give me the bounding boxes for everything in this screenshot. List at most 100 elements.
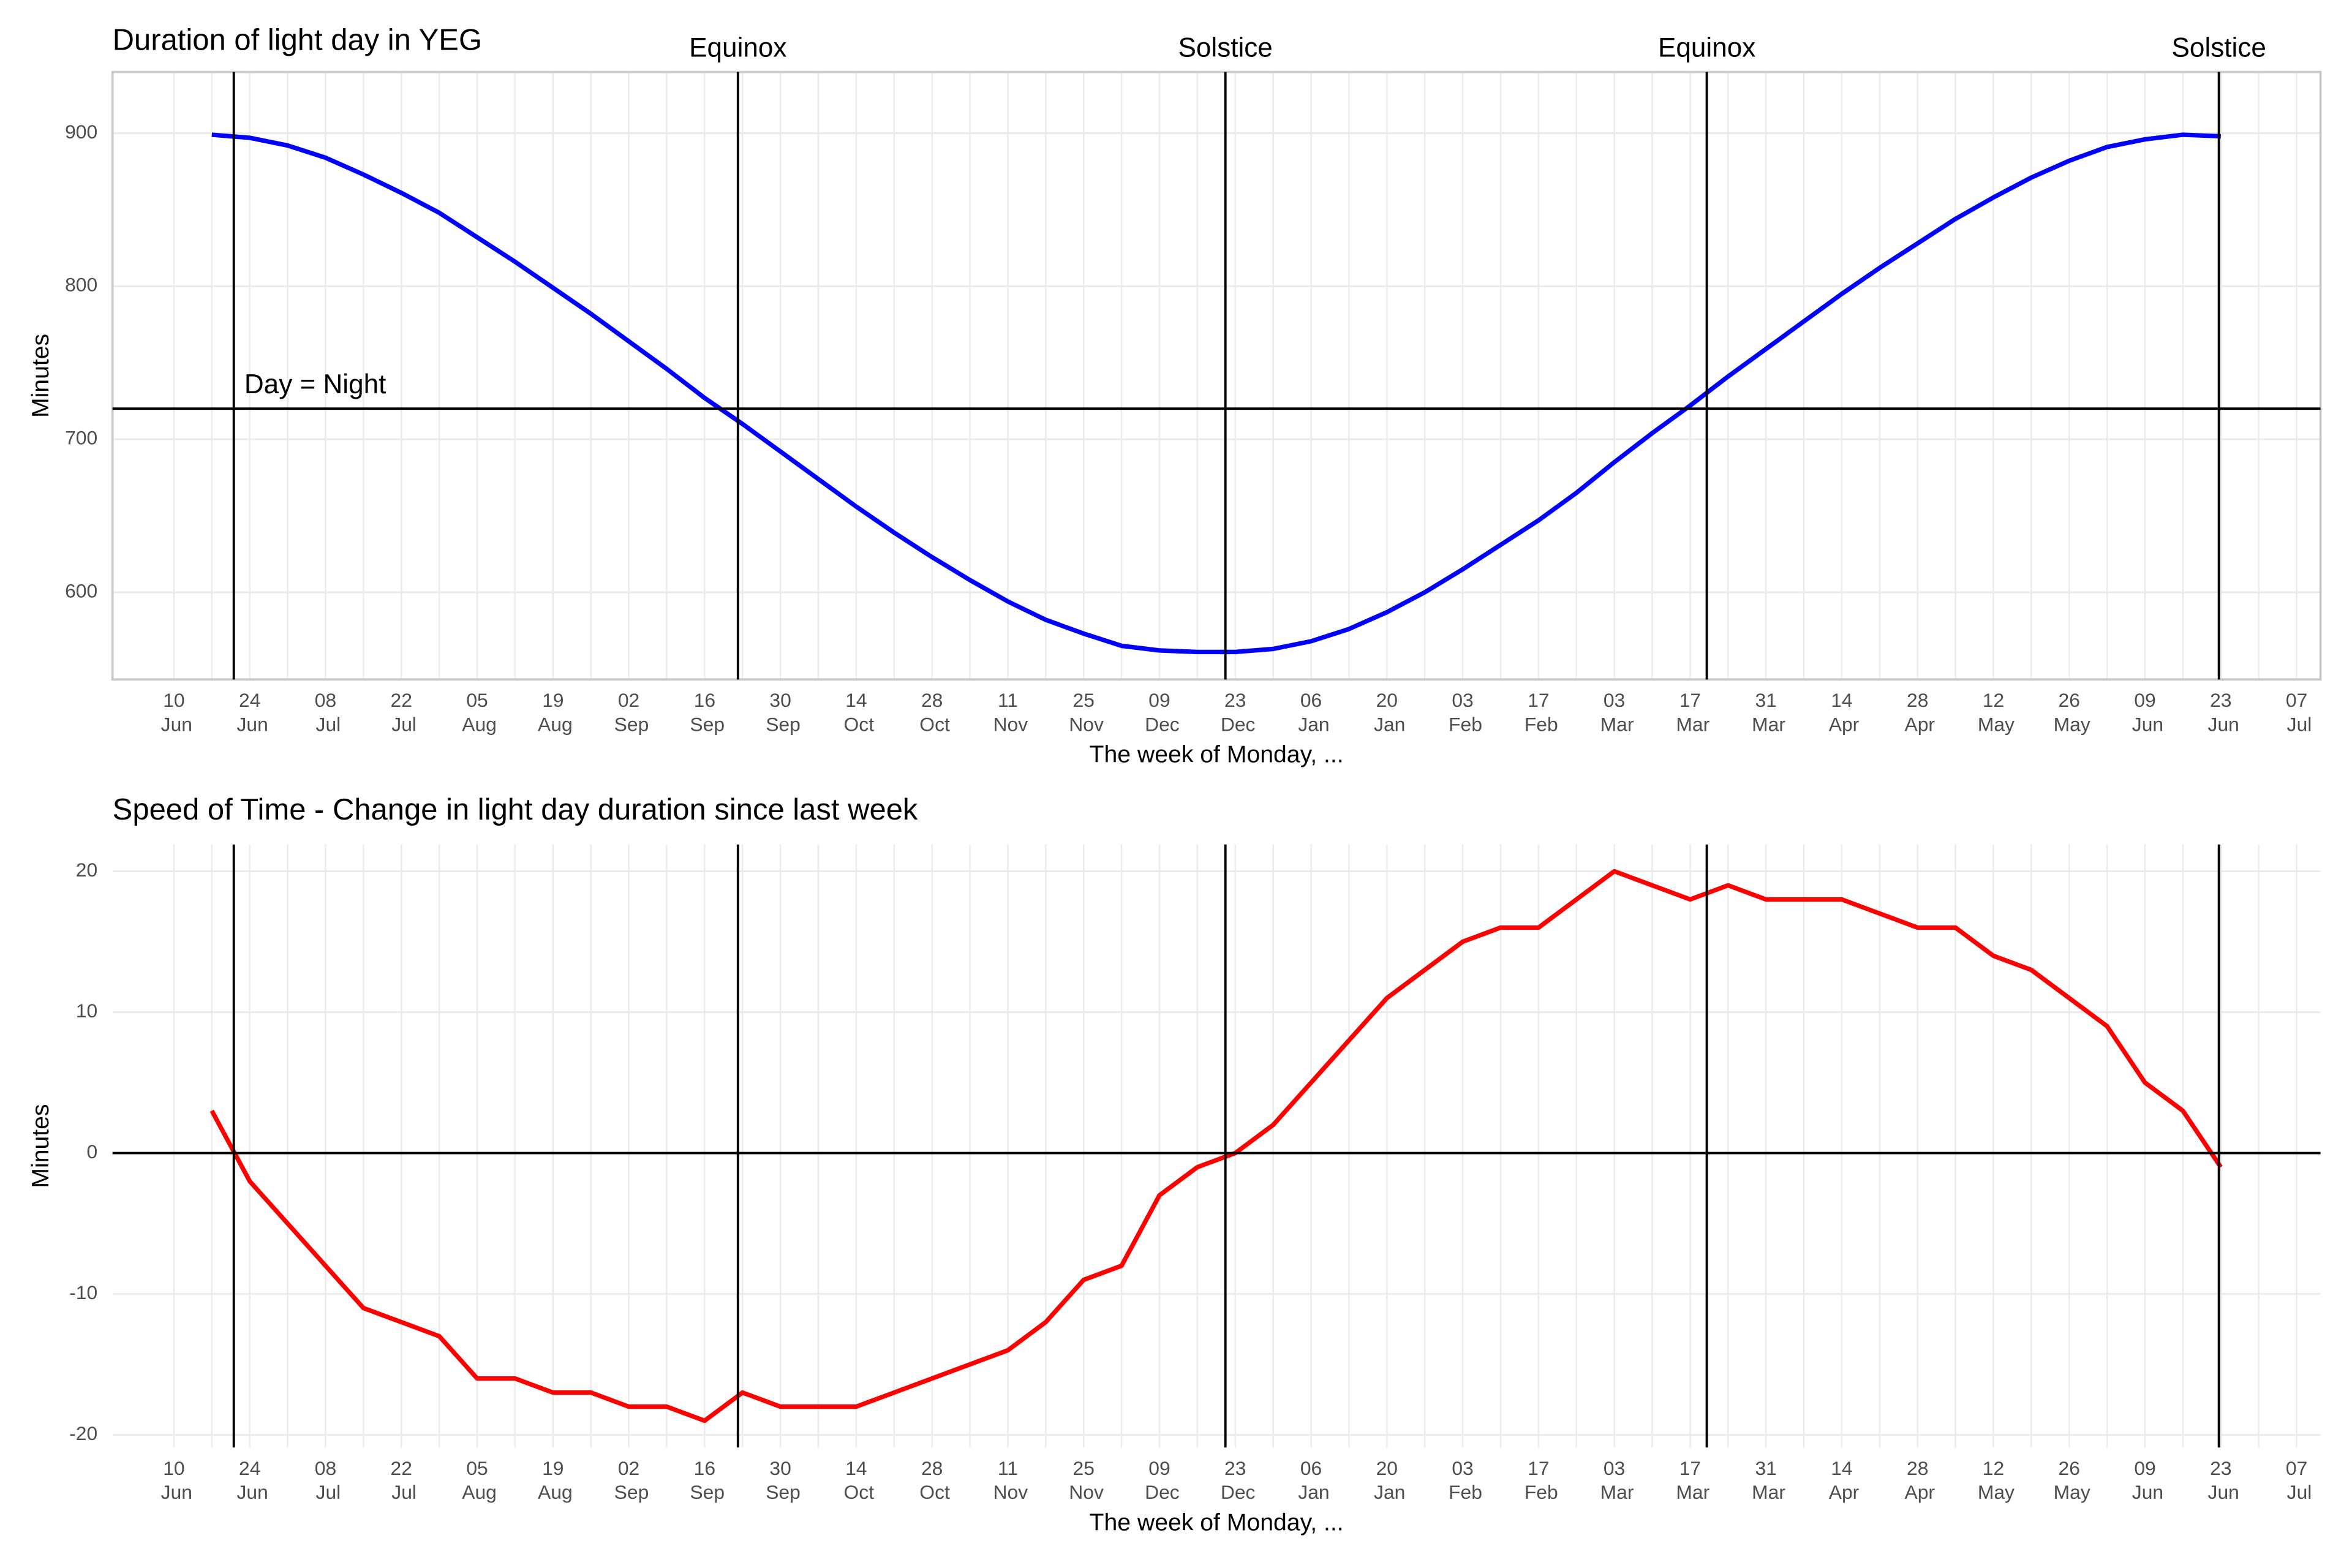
x-tick-label: 08 Jul	[311, 690, 341, 736]
x-tick-label-part: 25	[1073, 690, 1095, 712]
y-axis-title: Minutes	[28, 334, 54, 418]
x-tick-label: 17 Mar	[1671, 1457, 1710, 1503]
x-tick-label: 28 Oct	[914, 1457, 950, 1503]
x-tick-label: 10 Jun	[156, 1457, 192, 1503]
x-tick-label: 09 Dec	[1139, 1457, 1180, 1503]
x-tick-label-part: Jan	[1368, 714, 1405, 736]
x-tick-label-part: Jul	[2282, 714, 2312, 736]
x-tick-label: 05 Aug	[458, 1457, 497, 1503]
x-tick-label: 02 Sep	[609, 1457, 649, 1503]
x-tick-label-part: Feb	[1443, 1482, 1482, 1504]
y-tick-label: -10	[69, 1281, 97, 1303]
x-tick-label-part: Dec	[1215, 1482, 1256, 1504]
x-tick-label-part: 14	[1831, 690, 1852, 712]
x-tick-label-part: Aug	[458, 714, 497, 736]
x-tick-label-part: 05	[466, 1457, 488, 1479]
x-tick-label-part: 26	[2059, 690, 2080, 712]
x-tick-label: 23 Dec	[1215, 1457, 1256, 1503]
x-tick-label-part: 12	[1983, 690, 2004, 712]
x-tick-label-part: Dec	[1139, 1482, 1180, 1504]
x-tick-label-part: Jun	[232, 1482, 268, 1504]
x-tick-label-part: 31	[1755, 1457, 1776, 1479]
x-tick-label: 23 Jun	[2203, 690, 2239, 736]
x-tick-label-part: 17	[1528, 1457, 1549, 1479]
x-tick-label-part: Feb	[1519, 1482, 1558, 1504]
x-tick-label-part: 14	[845, 690, 867, 712]
x-tick-label-part: Oct	[914, 1482, 950, 1504]
x-tick-label-part: 19	[542, 1457, 564, 1479]
x-tick-label: 31 Mar	[1746, 690, 1785, 736]
x-tick-label-part: 23	[2210, 690, 2231, 712]
x-tick-label-part: Aug	[533, 714, 573, 736]
x-tick-label-part: Sep	[609, 714, 649, 736]
x-tick-label-part: Nov	[1063, 714, 1104, 736]
x-tick-label-part: Oct	[839, 714, 875, 736]
x-tick-label: 22 Jul	[386, 1457, 417, 1503]
chart-title: Duration of light day in YEG	[113, 24, 482, 57]
x-tick-label-part: Nov	[1063, 1482, 1104, 1504]
x-tick-label-part: Sep	[685, 714, 725, 736]
x-tick-label-part: 17	[1679, 1457, 1701, 1479]
x-tick-label-part: Jul	[386, 1482, 417, 1504]
x-tick-label-part: 03	[1452, 690, 1473, 712]
x-tick-label-part: May	[2048, 1482, 2090, 1504]
y-tick-label: -20	[69, 1422, 97, 1444]
x-tick-label: 30 Sep	[760, 690, 800, 736]
x-tick-label-part: 09	[2134, 1457, 2155, 1479]
x-tick-label: 28 Apr	[1900, 690, 1935, 736]
x-tick-label-part: Jan	[1368, 1482, 1405, 1504]
reference-label: Equinox	[1658, 32, 1755, 62]
x-tick-label: 19 Aug	[533, 1457, 573, 1503]
x-tick-label-part: Sep	[760, 1482, 800, 1504]
x-tick-label-part: Mar	[1671, 1482, 1710, 1504]
panel-border	[111, 70, 2322, 681]
x-tick-label-part: Sep	[685, 1482, 725, 1504]
x-tick-label: 08 Jul	[311, 1457, 341, 1503]
x-tick-label-part: 11	[998, 690, 1018, 712]
data-line	[211, 132, 2221, 655]
x-tick-label: 03 Feb	[1443, 690, 1482, 736]
x-tick-label: 23 Jun	[2203, 1457, 2239, 1503]
x-tick-label-part: Jun	[156, 714, 192, 736]
x-tick-label: 17 Feb	[1519, 1457, 1558, 1503]
x-tick-label-part: 10	[163, 690, 184, 712]
x-tick-label: 09 Dec	[1139, 690, 1180, 736]
x-tick-label-part: Aug	[533, 1482, 573, 1504]
x-tick-label: 22 Jul	[386, 690, 417, 736]
x-tick-label: 25 Nov	[1063, 1457, 1104, 1503]
x-tick-label: 16 Sep	[685, 1457, 725, 1503]
x-tick-label-part: Jun	[2127, 714, 2163, 736]
x-tick-label-part: 17	[1528, 690, 1549, 712]
x-tick-label-part: Mar	[1671, 714, 1710, 736]
x-tick-label-part: 30	[769, 690, 791, 712]
x-tick-label-part: 12	[1983, 1457, 2004, 1479]
x-tick-label-part: 07	[2286, 690, 2307, 712]
x-tick-label-part: 28	[1907, 1457, 1928, 1479]
x-tick-label-part: 30	[769, 1457, 791, 1479]
x-tick-label-part: Feb	[1519, 714, 1558, 736]
x-tick-label-part: 16	[694, 1457, 715, 1479]
x-tick-label-part: 23	[2210, 1457, 2231, 1479]
x-tick-label-part: 17	[1679, 690, 1701, 712]
x-tick-label-part: Jul	[386, 714, 417, 736]
x-tick-label-part: 03	[1452, 1457, 1473, 1479]
x-tick-label-part: May	[2048, 714, 2090, 736]
y-tick-label: 600	[65, 579, 97, 601]
x-tick-label-part: 08	[315, 1457, 336, 1479]
x-tick-label: 28 Apr	[1900, 1457, 1935, 1503]
x-tick-label: 14 Oct	[839, 690, 875, 736]
x-tick-label-part: 03	[1604, 690, 1625, 712]
x-tick-label-part: Jun	[2203, 714, 2239, 736]
x-tick-label-part: 31	[1755, 690, 1776, 712]
x-tick-label: 30 Sep	[760, 1457, 800, 1503]
x-tick-label: 31 Mar	[1746, 1457, 1785, 1503]
x-tick-label: 26 May	[2048, 1457, 2090, 1503]
x-tick-label-part: 19	[542, 690, 564, 712]
x-tick-label: 09 Jun	[2127, 1457, 2163, 1503]
x-tick-label-part: Mar	[1746, 1482, 1785, 1504]
data-line	[209, 869, 2223, 1423]
x-tick-label: 26 May	[2048, 690, 2090, 736]
x-tick-label-part: 24	[239, 1457, 260, 1479]
y-tick-label: 700	[65, 427, 97, 449]
